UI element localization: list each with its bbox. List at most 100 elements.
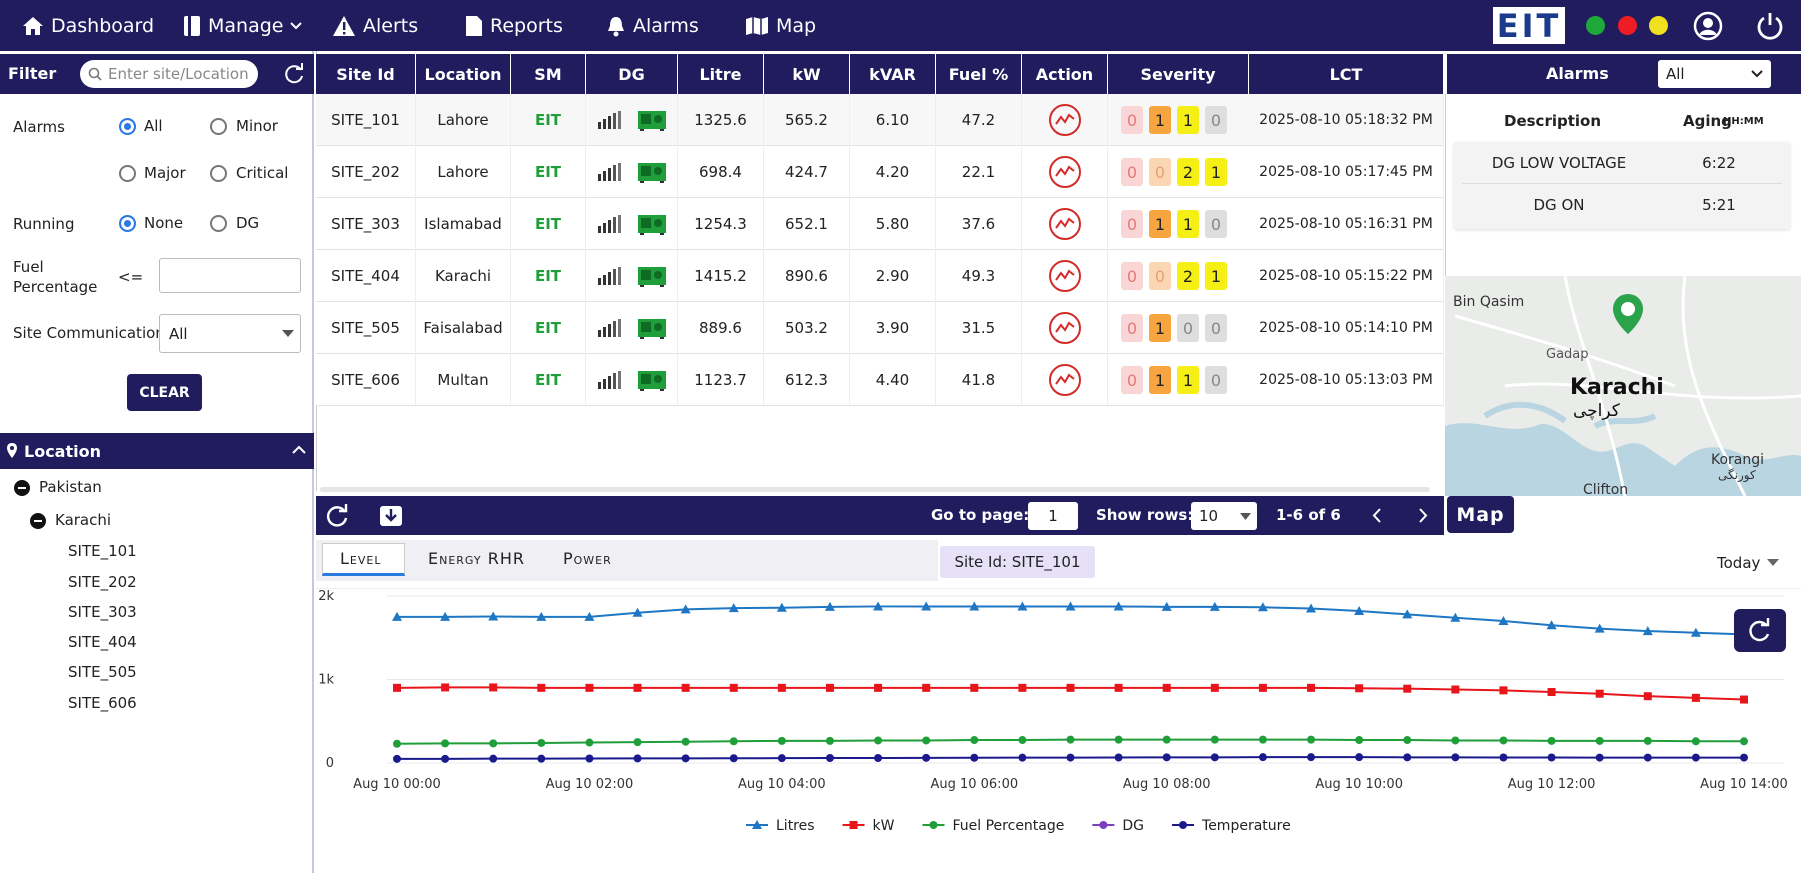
user-icon[interactable] [1692, 10, 1724, 42]
pagination-bar: Go to page: 1 Show rows: 10 1-6 of 6 [316, 496, 1444, 535]
radio[interactable] [119, 118, 136, 135]
rows-select[interactable]: 10 [1191, 502, 1257, 530]
tree-country[interactable]: Pakistan [39, 478, 102, 496]
search-placeholder: Enter site/Location [108, 65, 249, 83]
radio[interactable] [119, 165, 136, 182]
trend-action[interactable] [1048, 155, 1082, 189]
next-page[interactable] [1418, 508, 1428, 523]
collapse-icon[interactable] [292, 445, 306, 455]
location-header: Location [0, 433, 314, 469]
search-input[interactable]: Enter site/Location [80, 60, 258, 88]
search-icon [88, 67, 102, 81]
point [874, 753, 883, 762]
column-header: LCT [1249, 54, 1444, 94]
x-tick-label: Aug 10 08:00 [1123, 777, 1211, 792]
chart-refresh[interactable] [1734, 609, 1786, 652]
prev-page[interactable] [1372, 508, 1382, 523]
tab-active[interactable] [322, 543, 405, 576]
nav-label: Dashboard [51, 14, 155, 37]
y-tick-label: 0 [326, 756, 334, 771]
legend-label: kW [873, 818, 895, 834]
generator-icon [637, 319, 666, 339]
table-cell: 1254.3 [678, 198, 764, 250]
table-cell: 889.6 [678, 302, 764, 354]
column-header: Severity [1108, 54, 1249, 94]
refresh-icon [1749, 618, 1770, 642]
trend-action[interactable] [1048, 103, 1082, 137]
point [970, 736, 979, 745]
point [1403, 736, 1412, 745]
point [1018, 683, 1027, 692]
nav-dashboard[interactable]: Dashboard [22, 0, 154, 51]
generator-icon [637, 163, 666, 183]
map-button[interactable]: Map [1447, 496, 1514, 533]
point [1403, 753, 1412, 762]
tab[interactable]: Power [563, 549, 612, 568]
point [1018, 736, 1027, 745]
action-cell [1022, 250, 1108, 302]
table-cell: EIT [511, 198, 586, 250]
download-icon[interactable] [378, 502, 404, 528]
point [1258, 735, 1267, 744]
point [488, 611, 499, 621]
tree-site[interactable]: SITE_505 [68, 663, 137, 681]
severity-badge: 1 [1177, 366, 1199, 394]
generator-icon [637, 111, 666, 131]
signal-icon [597, 371, 621, 389]
radio[interactable] [210, 215, 227, 232]
table-cell: 698.4 [678, 146, 764, 198]
trend-action[interactable] [1048, 259, 1082, 293]
range-select[interactable]: Today [1717, 554, 1761, 572]
nav-alarms[interactable]: Alarms [606, 0, 699, 51]
radio-label: DG [236, 214, 260, 232]
tree-site[interactable]: SITE_101 [68, 542, 137, 560]
table-row [316, 94, 1444, 146]
refresh-icon[interactable] [282, 62, 306, 86]
radio[interactable] [210, 165, 227, 182]
tree-toggle[interactable] [14, 480, 30, 496]
point [1257, 602, 1268, 612]
manage-icon [184, 15, 200, 36]
road [1454, 276, 1801, 496]
tree-city[interactable]: Karachi [55, 511, 112, 529]
signal-icon [597, 319, 621, 337]
power-icon[interactable] [1755, 10, 1785, 42]
nav-reports[interactable]: Reports [465, 0, 563, 51]
reload-icon[interactable] [324, 503, 350, 529]
tab[interactable]: Energy RHR [428, 549, 525, 568]
legend-marker [849, 821, 858, 829]
tree-site[interactable]: SITE_202 [68, 573, 137, 591]
alarms-filter[interactable]: All [1658, 60, 1771, 88]
severity-badge: 0 [1205, 106, 1227, 134]
tree-site[interactable]: SITE_303 [68, 603, 137, 621]
fuel-input[interactable] [159, 258, 301, 293]
trend-action[interactable] [1048, 207, 1082, 241]
point [1451, 736, 1460, 745]
trend-action[interactable] [1048, 311, 1082, 345]
location-title: Location [24, 442, 101, 461]
nav-manage[interactable]: Manage [183, 0, 303, 51]
table-cell: SITE_404 [316, 250, 416, 302]
clear-button[interactable]: CLEAR [127, 374, 202, 411]
rows-value: 10 [1199, 507, 1219, 525]
h-scrollbar[interactable] [320, 487, 1430, 492]
trend-action[interactable] [1048, 363, 1082, 397]
radio[interactable] [210, 118, 227, 135]
table-cell: Multan [416, 354, 511, 406]
column-header: kVAR [850, 54, 936, 94]
tab[interactable]: Level [340, 549, 382, 568]
tree-site[interactable]: SITE_404 [68, 633, 137, 651]
point [1451, 753, 1460, 762]
radio[interactable] [119, 215, 136, 232]
tree-toggle[interactable] [30, 513, 46, 529]
point [1355, 684, 1364, 693]
tree-site[interactable]: SITE_606 [68, 694, 137, 712]
point [489, 683, 498, 692]
map[interactable]: Bin Qasim Gadap Karachi کراچی Korangi کو… [1445, 276, 1801, 496]
page-input[interactable]: 1 [1028, 502, 1078, 530]
dg-icons [586, 354, 678, 406]
communication-select[interactable]: All [159, 314, 301, 353]
column-header: Location [416, 54, 511, 94]
nav-map[interactable]: Map [745, 0, 816, 51]
nav-alerts[interactable]: Alerts [332, 0, 418, 51]
